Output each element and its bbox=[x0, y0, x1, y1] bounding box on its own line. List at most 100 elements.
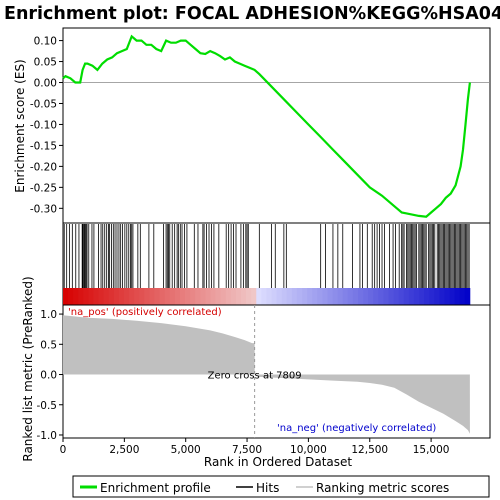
heat-bar-segment bbox=[200, 288, 206, 305]
heat-bar-segment bbox=[403, 288, 410, 305]
es-y-tick-label: -0.20 bbox=[30, 161, 57, 173]
heat-bar-segment bbox=[454, 288, 461, 305]
ranking-metric-area bbox=[63, 315, 470, 434]
heat-bar-segment bbox=[78, 288, 84, 305]
heat-bar-segment bbox=[225, 288, 232, 305]
heat-bar-segment bbox=[118, 288, 125, 305]
x-tick-label: 7,500 bbox=[232, 444, 262, 456]
heat-bar-segment bbox=[83, 288, 89, 305]
heat-bar-segment bbox=[429, 288, 435, 305]
heat-bar-segment bbox=[246, 288, 252, 305]
heat-bar-segment bbox=[98, 288, 105, 305]
heat-bar-segment bbox=[266, 288, 272, 305]
heat-bar-segment bbox=[419, 288, 425, 305]
heat-bar-segment bbox=[159, 288, 166, 305]
heat-bar-segment bbox=[149, 288, 155, 305]
heat-bar-segment bbox=[179, 288, 186, 305]
heat-bar-segment bbox=[235, 288, 242, 305]
heat-bar-segment bbox=[169, 288, 176, 305]
heat-bar-segment bbox=[251, 288, 257, 305]
es-panel-frame bbox=[62, 27, 491, 224]
heat-bar-segment bbox=[368, 288, 374, 305]
heat-bar-segment bbox=[424, 288, 430, 305]
heat-bar-segment bbox=[439, 288, 445, 305]
heat-bar-segment bbox=[352, 288, 359, 305]
heat-bar-segment bbox=[286, 288, 293, 305]
x-tick-label: 0 bbox=[60, 444, 67, 456]
heat-bar-segment bbox=[154, 288, 161, 305]
heat-bar-segment bbox=[113, 288, 120, 305]
heat-bar-segment bbox=[93, 288, 100, 305]
heat-bar-segment bbox=[449, 288, 456, 305]
legend-enrichment-label: Enrichment profile bbox=[100, 481, 211, 495]
metric-y-tick-label: 1.0 bbox=[40, 309, 57, 321]
heat-bar-segment bbox=[241, 288, 247, 305]
heat-bar-segment bbox=[378, 288, 384, 305]
heat-bar-segment bbox=[302, 288, 308, 305]
heat-bar-segment bbox=[205, 288, 211, 305]
heat-bar-segment bbox=[174, 288, 181, 305]
heat-bar-segment bbox=[124, 288, 130, 305]
es-y-axis-label: Enrichment score (ES) bbox=[13, 59, 27, 192]
heat-bar-segment bbox=[261, 288, 267, 305]
heat-bar-segment bbox=[307, 288, 313, 305]
heat-bar-segment bbox=[139, 288, 145, 305]
heat-bar-segment bbox=[327, 288, 333, 305]
x-tick-label: 15,000 bbox=[413, 444, 450, 456]
heat-bar-segment bbox=[322, 288, 328, 305]
heat-bar-segment bbox=[383, 288, 389, 305]
es-y-tick-label: 0.05 bbox=[34, 57, 57, 69]
heat-bar-segment bbox=[134, 288, 140, 305]
heat-bar-segment bbox=[347, 288, 354, 305]
heat-bar-segment bbox=[464, 288, 471, 305]
heat-bar-segment bbox=[220, 288, 227, 305]
heat-bar-segment bbox=[164, 288, 171, 305]
heat-bar-segment bbox=[129, 288, 135, 305]
heat-bar-segment bbox=[230, 288, 237, 305]
heat-bar-segment bbox=[342, 288, 349, 305]
heat-bar-segment bbox=[337, 288, 344, 305]
x-axis-label: Rank in Ordered Dataset bbox=[204, 455, 352, 469]
metric-y-tick-label: 0.0 bbox=[40, 370, 57, 382]
heat-bar-segment bbox=[459, 288, 466, 305]
legend-box bbox=[72, 475, 490, 498]
metric-y-tick-label: -0.5 bbox=[37, 400, 58, 412]
pos-correlated-label: 'na_pos' (positively correlated) bbox=[68, 307, 222, 318]
heat-bar-segment bbox=[312, 288, 318, 305]
heat-bar-segment bbox=[190, 288, 196, 305]
heat-bar-segment bbox=[357, 288, 364, 305]
heat-bar-segment bbox=[408, 288, 415, 305]
heat-bar-segment bbox=[271, 288, 278, 305]
enrichment-profile-line bbox=[62, 34, 471, 218]
es-y-tick-label: -0.05 bbox=[30, 98, 57, 110]
legend-hits-label: Hits bbox=[256, 481, 279, 495]
heat-bar-segment bbox=[434, 288, 440, 305]
heat-bar-segment bbox=[210, 288, 216, 305]
heat-bar-segment bbox=[332, 288, 339, 305]
heat-bar-segment bbox=[296, 288, 303, 305]
x-tick-label: 10,000 bbox=[290, 444, 327, 456]
x-tick-label: 12,500 bbox=[351, 444, 388, 456]
es-y-tick-label: -0.10 bbox=[30, 119, 57, 131]
es-y-tick-label: -0.15 bbox=[30, 140, 57, 152]
heat-bar-segment bbox=[413, 288, 420, 305]
heat-bar-segment bbox=[215, 288, 222, 305]
x-tick-label: 5,000 bbox=[171, 444, 201, 456]
heat-bar-segment bbox=[103, 288, 110, 305]
heat-bar-segment bbox=[291, 288, 298, 305]
heat-bar-segment bbox=[388, 288, 394, 305]
es-y-tick-label: -0.30 bbox=[30, 203, 57, 215]
heat-bar-segment bbox=[393, 288, 400, 305]
heat-bar-segment bbox=[256, 288, 262, 305]
es-y-tick-label: 0.10 bbox=[34, 36, 57, 48]
heat-bar-segment bbox=[281, 288, 288, 305]
heat-bar-segment bbox=[398, 288, 405, 305]
heat-bar-segment bbox=[108, 288, 115, 305]
heat-bar-segment bbox=[144, 288, 150, 305]
neg-correlated-label: 'na_neg' (negatively correlated) bbox=[277, 423, 436, 434]
heat-bar-segment bbox=[276, 288, 283, 305]
heat-bar-segment bbox=[63, 288, 69, 305]
heat-bar-segment bbox=[373, 288, 379, 305]
